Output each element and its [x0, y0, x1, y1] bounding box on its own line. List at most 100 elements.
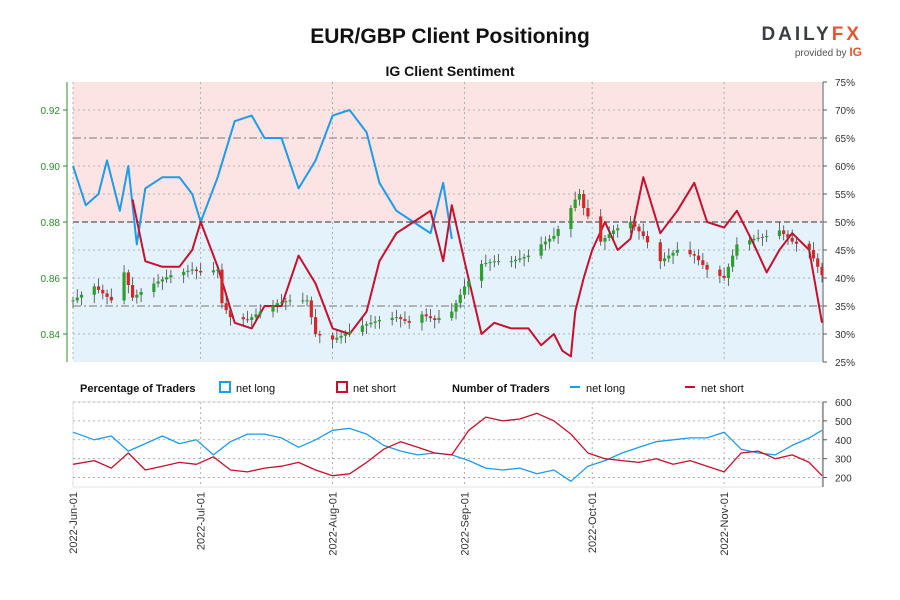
price-tick-label: 0.84 [41, 330, 61, 341]
dailyfx-logo: DAILYFX provided by IG [761, 24, 862, 59]
candle-body [169, 275, 173, 278]
candle-body [569, 208, 573, 229]
candle-body [760, 236, 765, 238]
candle-body [156, 281, 160, 284]
candle-body [539, 244, 543, 256]
num-net-short-line [72, 412, 823, 477]
chart-title: EUR/GBP Client Positioning [310, 25, 590, 48]
candle-body [607, 234, 611, 238]
brand-name-a: DAILY [761, 24, 832, 45]
legend-num-heading: Number of Traders [452, 383, 550, 395]
candle-body [288, 300, 292, 302]
candle-body [484, 263, 488, 265]
candle-body [403, 319, 407, 321]
candle-body [616, 228, 620, 231]
candle-body [816, 258, 820, 267]
candle-body [258, 311, 262, 315]
candle-body [573, 199, 577, 208]
candle-body [718, 269, 722, 276]
candle-body [377, 320, 382, 322]
candle-body [126, 272, 130, 285]
candle-body [135, 294, 139, 298]
candle-body [313, 317, 318, 334]
candle-body [705, 264, 709, 270]
candle-body [696, 255, 701, 261]
legend-pct-heading: Percentage of Traders [80, 383, 196, 395]
candle-body [671, 252, 675, 256]
candle-body [92, 286, 96, 295]
x-tick-label: 2022-Aug-01 [328, 492, 340, 556]
pct-tick-label: 30% [835, 330, 855, 341]
candle-body [765, 236, 769, 237]
candle-body [152, 283, 156, 292]
candle-body [794, 241, 799, 244]
candle-body [820, 266, 824, 276]
chart-subtitle: IG Client Sentiment [385, 63, 515, 79]
candle-body [305, 300, 309, 302]
candle-body [250, 317, 254, 320]
brand-name-b: FX [831, 24, 862, 45]
legend-num-long-label: net long [586, 383, 625, 395]
candle-body [330, 335, 335, 340]
candle-body [360, 325, 364, 332]
candle-body [518, 258, 522, 260]
candle-body [467, 280, 471, 287]
candle-body [390, 317, 394, 320]
candle-body [462, 286, 467, 295]
candle-body [101, 289, 105, 294]
candle-body [254, 314, 258, 318]
candle-body [748, 240, 752, 245]
candle-body [228, 310, 233, 318]
pct-tick-label: 60% [835, 162, 855, 173]
candle-body [543, 241, 547, 245]
pct-tick-label: 35% [835, 302, 855, 313]
candle-body [790, 237, 794, 242]
pct-net-long-line [72, 109, 453, 246]
price-tick-label: 0.90 [41, 162, 61, 173]
candle-body [245, 319, 250, 321]
sentiment-panel: 25% 30% 35% 40% 45% 50% 55% 60% 65% 70% 75% 0.84 0.8… [41, 78, 856, 369]
candle-body [339, 335, 343, 338]
pct-tick-label: 55% [835, 190, 855, 201]
pct-tick-label: 75% [835, 78, 855, 89]
pct-tick-label: 25% [835, 358, 855, 369]
x-tick-label: 2022-Jul-01 [196, 492, 208, 550]
candle-body [309, 300, 313, 318]
brand-provided-by: provided by IG [761, 45, 862, 59]
candle-body [394, 317, 399, 319]
candle-body [160, 279, 164, 282]
candle-body [437, 317, 441, 320]
candle-body [369, 322, 373, 325]
candle-body [79, 294, 84, 298]
candle-body [318, 334, 322, 336]
legend-pct-short-swatch [336, 381, 348, 393]
traders-panel: 200 300 400 500 600 [72, 398, 852, 488]
candle-body [633, 222, 637, 227]
pct-tick-label: 40% [835, 274, 855, 285]
candle-body [509, 261, 513, 263]
brand-ig: IG [849, 45, 862, 59]
candle-body [496, 261, 501, 263]
candle-body [662, 258, 667, 262]
pct-tick-label: 65% [835, 134, 855, 145]
candle-body [190, 269, 194, 271]
brand-provided-by-text: provided by [794, 48, 847, 59]
candle-body [186, 270, 190, 272]
candle-body [658, 242, 662, 262]
x-tick-label: 2022-Nov-01 [719, 492, 731, 556]
candle-body [182, 271, 186, 276]
candle-body [130, 285, 135, 298]
short-zone-background [73, 82, 822, 222]
price-tick-label: 0.86 [41, 274, 61, 285]
candle-body [454, 303, 458, 312]
candle-body [782, 230, 786, 235]
pct-net-short-line [131, 176, 823, 358]
traders-panel-frame [72, 401, 823, 488]
x-tick-label: 2022-Sep-01 [460, 492, 472, 556]
x-tick-label: 2022-Oct-01 [587, 492, 599, 553]
candle-body [211, 270, 216, 273]
candle-body [488, 262, 492, 264]
candle-body [220, 269, 224, 304]
candle-body [722, 275, 726, 278]
x-tick-label: 2022-Jun-01 [68, 492, 80, 554]
